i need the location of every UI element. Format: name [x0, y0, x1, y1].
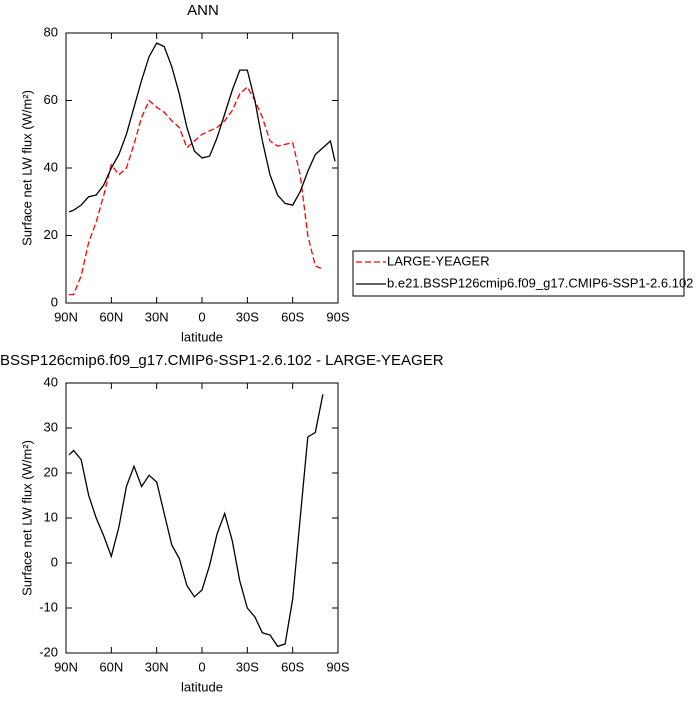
x-tick-label: 0: [198, 659, 205, 674]
y-tick-label: 20: [44, 464, 58, 479]
x-tick-label: 90S: [326, 659, 349, 674]
y-axis-label: Surface net LW flux (W/m²): [19, 440, 34, 596]
x-tick-label: 60S: [281, 659, 304, 674]
chart-title: ANN: [187, 2, 219, 19]
legend-box: [352, 250, 685, 297]
plot-frame: [65, 382, 339, 654]
y-tick-label: 40: [44, 374, 58, 389]
x-tick-label: 0: [198, 309, 205, 324]
x-tick-label: 60N: [99, 309, 123, 324]
y-tick-label: -10: [39, 599, 58, 614]
y-tick-label: 20: [44, 227, 58, 242]
y-tick-label: -20: [39, 644, 58, 659]
x-tick-label: 30N: [145, 659, 169, 674]
x-tick-label: 90N: [54, 659, 78, 674]
y-tick-label: 80: [44, 24, 58, 39]
y-tick-label: 60: [44, 92, 58, 107]
y-tick-label: 40: [44, 159, 58, 174]
y-tick-label: 30: [44, 419, 58, 434]
y-tick-label: 0: [51, 554, 58, 569]
data-line: [68, 394, 324, 648]
y-tick-label: 10: [44, 509, 58, 524]
x-tick-label: 30S: [236, 309, 259, 324]
chart-title: BSSP126cmip6.f09_g17.CMIP6-SSP1-2.6.102 …: [0, 352, 444, 369]
y-tick-label: 0: [51, 294, 58, 309]
x-tick-label: 90N: [54, 309, 78, 324]
legend-label: LARGE-YEAGER: [387, 253, 490, 268]
x-axis-label: latitude: [181, 679, 223, 694]
data-line: [68, 42, 336, 213]
legend-label: b.e21.BSSP126cmip6.f09_g17.CMIP6-SSP1-2.…: [387, 275, 693, 290]
x-tick-label: 30S: [236, 659, 259, 674]
x-tick-label: 30N: [145, 309, 169, 324]
x-axis-label: latitude: [181, 329, 223, 344]
x-tick-label: 60N: [99, 659, 123, 674]
x-tick-label: 90S: [326, 309, 349, 324]
data-line: [69, 85, 324, 296]
x-tick-label: 60S: [281, 309, 304, 324]
y-axis-label: Surface net LW flux (W/m²): [19, 90, 34, 246]
plot-frame: [65, 32, 339, 304]
